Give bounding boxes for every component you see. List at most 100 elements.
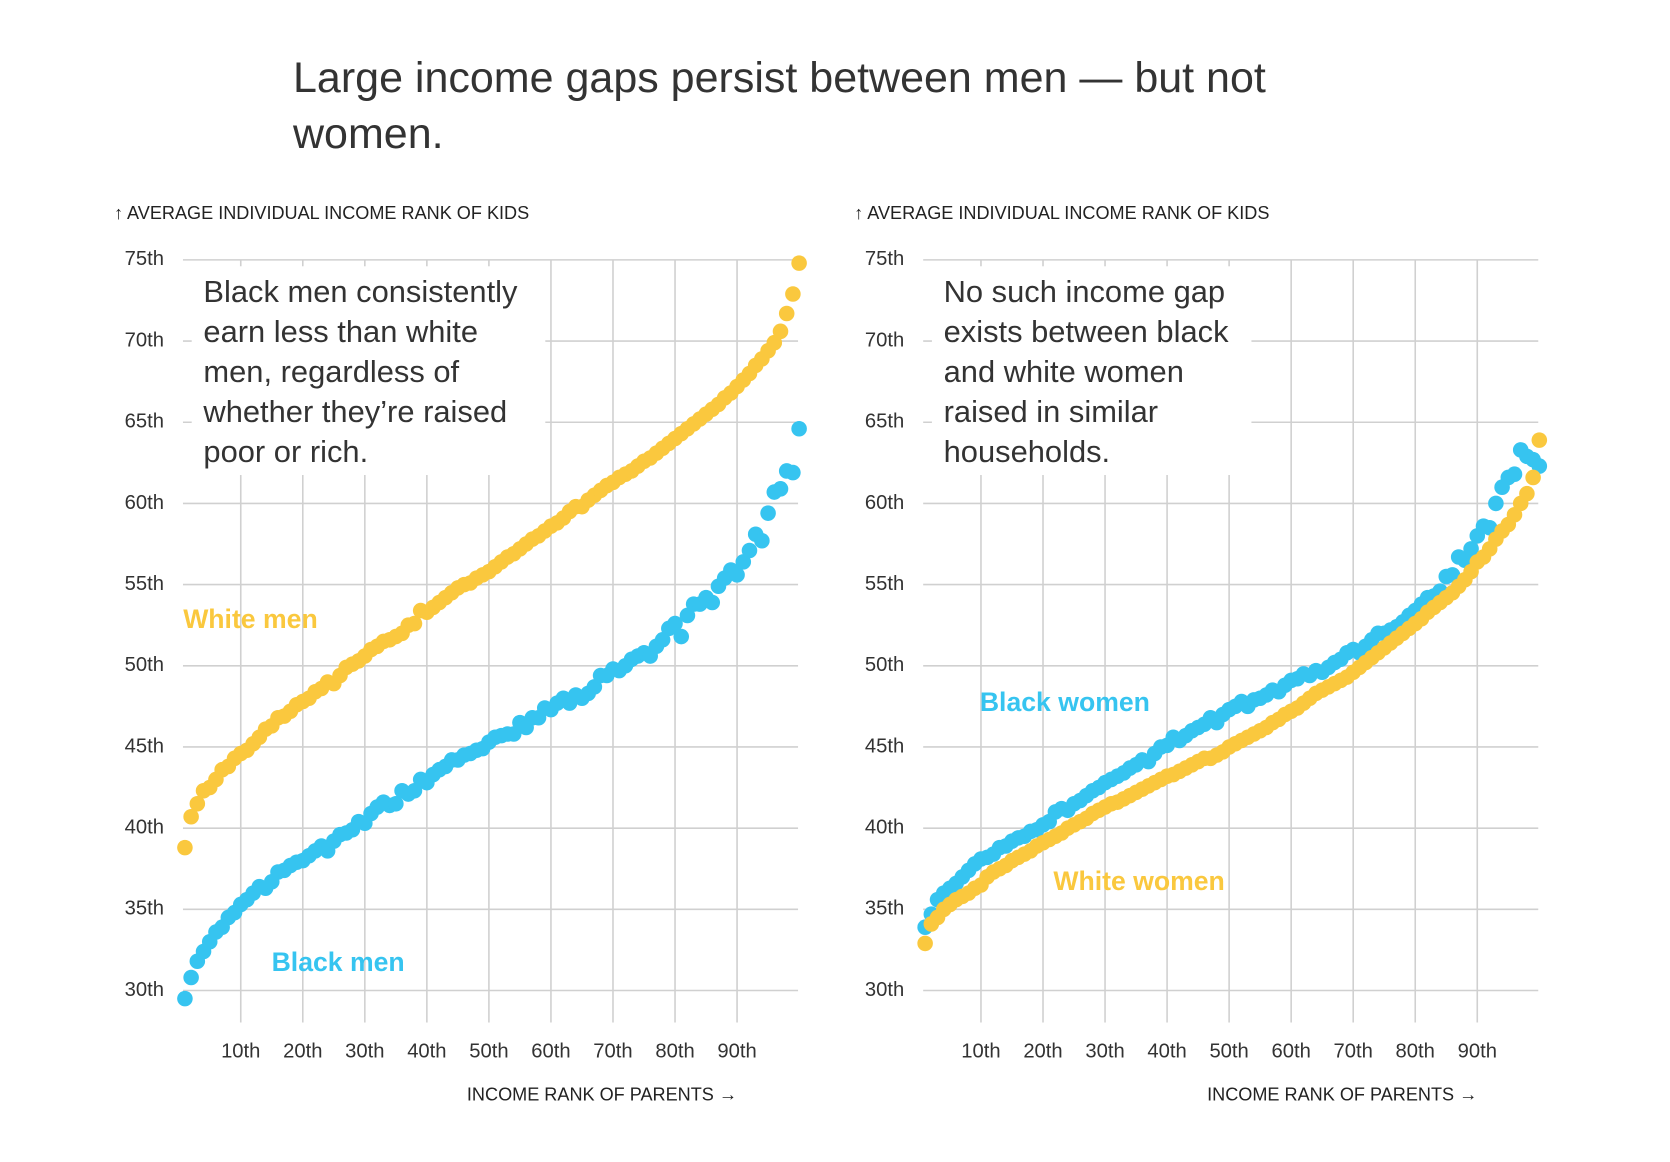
y-tick-label: 45th [125,735,164,757]
x-axis-label: INCOME RANK OF PARENTS → [467,1085,737,1105]
y-tick-label: 70th [125,329,164,351]
x-tick-label: 20th [1023,1041,1062,1063]
annotation: whether they’re raised [202,394,507,429]
y-tick-label: 55th [865,573,904,595]
dot [754,532,770,549]
y-tick-label: 45th [865,735,904,757]
dot [1519,485,1535,502]
annotation: No such income gap [944,274,1225,309]
annotation: households. [944,434,1111,469]
dot [791,420,807,437]
x-tick-label: 10th [961,1041,1000,1063]
dot [729,567,745,583]
series-label: Black men [272,947,405,977]
page-title: Large income gaps persist between men — … [293,54,1266,158]
x-tick-label: 50th [469,1041,508,1063]
dot [505,726,522,742]
x-tick-label: 30th [345,1041,384,1063]
x-tick-label: 90th [717,1041,756,1063]
dot [189,796,206,812]
annotation: men, regardless of [203,354,459,389]
dot [760,505,776,521]
y-tick-label: 50th [125,654,164,676]
dot [1506,466,1523,482]
x-tick-label: 60th [1271,1041,1310,1063]
annotation: and white women [944,354,1184,389]
dot [406,783,423,799]
dot [704,594,721,611]
dot [406,615,423,632]
y-axis-label: ↑ AVERAGE INDIVIDUAL INCOME RANK OF KIDS [854,203,1269,223]
dot [766,334,783,351]
dot [183,969,199,986]
y-tick-label: 35th [865,898,904,920]
y-tick-label: 30th [865,979,904,1001]
series-label: White men [183,604,318,634]
y-tick-label: 55th [125,573,164,595]
x-tick-label: 20th [283,1041,322,1063]
x-tick-label: 90th [1458,1041,1497,1063]
y-tick-label: 50th [865,654,904,676]
dot [1481,520,1498,536]
dot [388,796,404,812]
dot [1506,507,1523,523]
dot [1488,495,1504,512]
dot [654,632,671,648]
x-tick-label: 10th [221,1041,260,1063]
dot [1457,552,1473,569]
dot [791,255,807,271]
x-tick-label: 80th [1396,1041,1435,1063]
y-tick-label: 70th [865,329,904,351]
y-tick-label: 65th [125,411,164,433]
dot [778,305,795,322]
x-tick-label: 70th [593,1041,632,1063]
annotation-background [931,266,1252,476]
annotation: poor or rich. [203,434,368,469]
dot [772,323,789,340]
dot [667,615,683,632]
dot [673,628,690,645]
dot [785,464,801,481]
dot [1444,567,1461,583]
dot [917,935,933,952]
x-tick-label: 80th [655,1041,694,1063]
x-tick-label: 70th [1334,1041,1373,1063]
y-axis-label: ↑ AVERAGE INDIVIDUAL INCOME RANK OF KIDS [114,203,529,223]
x-tick-label: 60th [531,1041,570,1063]
dot [1525,469,1541,486]
y-tick-label: 75th [865,248,904,270]
dot [1531,458,1548,474]
dot [177,839,193,856]
annotation: exists between black [944,314,1229,349]
x-tick-label: 30th [1085,1041,1124,1063]
y-tick-label: 60th [125,492,164,514]
annotation: earn less than white [203,314,478,349]
x-tick-label: 40th [407,1041,446,1063]
dot [785,286,801,302]
y-tick-label: 75th [125,248,164,270]
y-tick-label: 60th [865,492,904,514]
dot [586,679,603,695]
x-tick-label: 50th [1209,1041,1248,1063]
annotation: raised in similar [944,394,1158,429]
annotation: Black men consistently [203,274,518,309]
dot [741,542,758,559]
dot [1463,541,1479,557]
y-tick-label: 35th [125,898,164,920]
dot [1531,432,1548,448]
dot [177,990,193,1007]
y-tick-label: 65th [865,411,904,433]
y-tick-label: 40th [865,816,904,838]
dot [772,481,789,497]
dot [183,809,199,825]
annotation-background [191,266,546,476]
y-tick-label: 30th [125,979,164,1001]
dot [735,554,752,570]
x-axis-label: INCOME RANK OF PARENTS → [1207,1085,1477,1105]
y-tick-label: 40th [125,816,164,838]
series-label: Black women [980,687,1150,717]
x-tick-label: 40th [1147,1041,1186,1063]
dot [679,607,696,624]
